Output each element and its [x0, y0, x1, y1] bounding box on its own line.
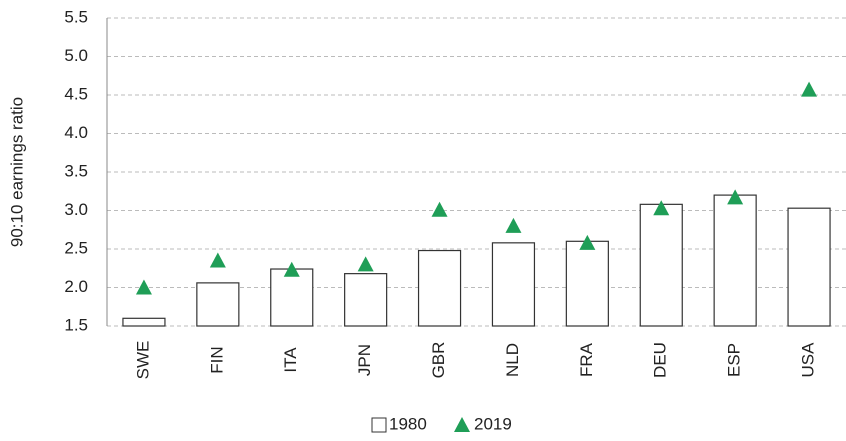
bar: [713, 194, 757, 327]
bar: [565, 240, 609, 327]
legend-swatch: [371, 417, 387, 433]
legend-label: 2019: [474, 414, 512, 433]
marker: [283, 261, 300, 277]
marker: [357, 256, 374, 272]
y-tick-label: 4.5: [64, 84, 88, 103]
x-tick-label: DEU: [651, 342, 670, 378]
marker: [209, 252, 226, 268]
x-tick-label: USA: [799, 342, 818, 378]
bar: [491, 242, 536, 327]
x-tick-label: GBR: [429, 342, 448, 379]
marker: [431, 201, 448, 217]
y-tick-label: 2.5: [64, 238, 88, 257]
y-tick-label: 2.0: [64, 277, 88, 296]
x-tick-label: NLD: [503, 343, 522, 377]
x-tick-label: ESP: [725, 343, 744, 377]
marker: [505, 217, 522, 233]
bar: [270, 268, 314, 327]
bar: [639, 203, 683, 327]
x-tick-label: JPN: [355, 344, 374, 376]
y-tick-label: 5.0: [64, 46, 88, 65]
bar: [344, 273, 388, 327]
bar: [196, 282, 240, 327]
bar: [787, 207, 831, 327]
x-tick-label: FIN: [207, 346, 226, 373]
bar: [417, 249, 462, 327]
marker: [579, 234, 596, 250]
legend-label: 1980: [389, 414, 427, 433]
x-tick-label: SWE: [133, 341, 152, 380]
y-tick-label: 4.0: [64, 123, 88, 142]
marker: [653, 200, 670, 216]
y-tick-label: 3.5: [64, 161, 88, 180]
x-tick-label: FRA: [577, 342, 596, 377]
marker: [135, 279, 152, 295]
bar: [122, 317, 166, 327]
y-tick-label: 1.5: [64, 315, 88, 334]
marker: [801, 81, 818, 97]
y-tick-label: 5.5: [64, 7, 88, 26]
legend-swatch: [454, 417, 470, 432]
y-tick-label: 3.0: [64, 200, 88, 219]
y-axis-label: 90:10 earnings ratio: [7, 97, 26, 247]
marker: [727, 189, 744, 205]
x-tick-label: ITA: [281, 347, 300, 373]
